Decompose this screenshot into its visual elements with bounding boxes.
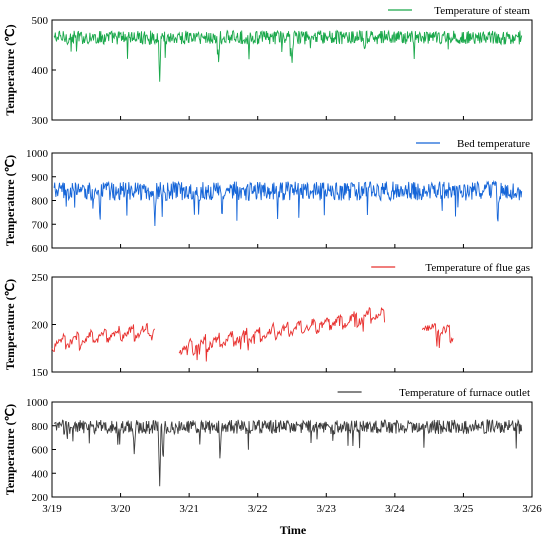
series-line-furnace-0	[53, 418, 523, 487]
y-tick-label-furnace: 400	[32, 468, 49, 480]
y-tick-label-furnace: 600	[32, 445, 49, 457]
y-tick-label-steam: 400	[32, 65, 49, 77]
x-tick-label: 3/22	[248, 503, 268, 515]
x-tick-label: 3/21	[179, 503, 199, 515]
legend-label-bed: Bed temperature	[457, 138, 530, 150]
x-tick-label: 3/24	[385, 503, 405, 515]
y-tick-label-flue: 250	[32, 272, 49, 284]
y-axis-title-steam: Temperature (℃)	[3, 24, 17, 115]
x-axis-title: Time	[280, 523, 307, 537]
plot-frame-flue	[51, 276, 533, 373]
y-tick-label-bed: 600	[32, 243, 49, 255]
y-axis-title-furnace: Temperature (℃)	[3, 404, 17, 495]
y-tick-label-bed: 900	[32, 172, 49, 184]
x-tick-label: 3/26	[522, 503, 542, 515]
y-axis-title-bed: Temperature (℃)	[3, 155, 17, 246]
y-tick-label-bed: 800	[32, 196, 49, 208]
x-tick-label: 3/23	[317, 503, 337, 515]
legend-label-flue: Temperature of flue gas	[425, 262, 530, 274]
series-line-steam-0	[53, 29, 523, 82]
y-axis-title-flue: Temperature (℃)	[3, 279, 17, 370]
series-line-bed-0	[53, 179, 523, 227]
plot-frame-furnace	[51, 401, 533, 498]
series-line-flue-0	[51, 322, 156, 352]
y-tick-label-furnace: 1000	[26, 397, 49, 409]
x-tick-label: 3/19	[42, 503, 62, 515]
x-tick-label: 3/20	[111, 503, 131, 515]
y-tick-label-bed: 700	[32, 219, 49, 231]
y-tick-label-steam: 500	[32, 15, 49, 27]
series-line-flue-1	[178, 306, 386, 362]
series-line-flue-2	[421, 323, 454, 349]
y-tick-label-flue: 150	[32, 367, 49, 379]
y-tick-label-furnace: 800	[32, 421, 49, 433]
legend-label-furnace: Temperature of furnace outlet	[399, 387, 530, 399]
y-tick-label-flue: 200	[32, 320, 49, 332]
legend-label-steam: Temperature of steam	[434, 5, 530, 17]
plot-frame-bed	[51, 152, 533, 249]
y-tick-label-steam: 300	[32, 115, 49, 127]
y-tick-label-bed: 1000	[26, 148, 49, 160]
y-tick-label-furnace: 200	[32, 492, 49, 504]
x-tick-label: 3/25	[454, 503, 474, 515]
plot-frame-steam	[51, 19, 533, 121]
